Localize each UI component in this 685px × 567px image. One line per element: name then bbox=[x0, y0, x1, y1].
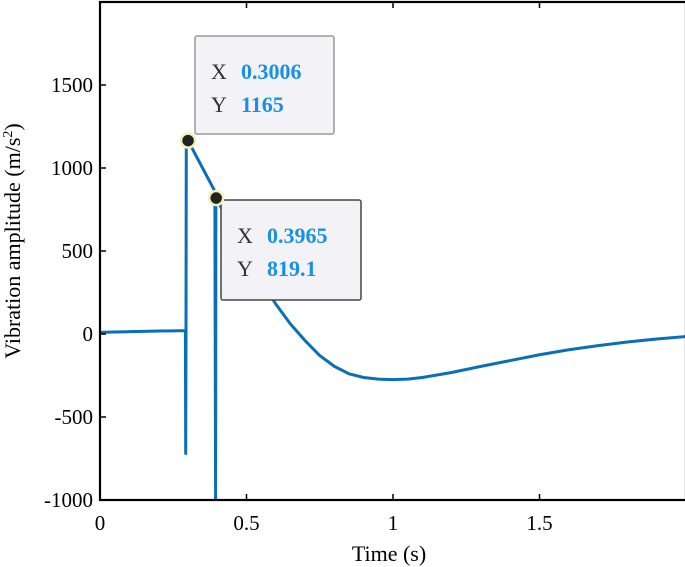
datatip-2[interactable]: X 0.3965 Y 819.1 bbox=[207, 189, 362, 301]
datatip-1-marker[interactable] bbox=[179, 132, 197, 149]
series-line-1 bbox=[100, 139, 685, 500]
x-tick-label: 0 bbox=[95, 511, 106, 535]
datatip-2-box bbox=[220, 199, 362, 301]
y-tick-label: -1000 bbox=[44, 488, 93, 512]
datatip-1-y-value: 1165 bbox=[241, 92, 284, 117]
datatip-2-y-value: 819.1 bbox=[267, 256, 317, 281]
x-tick-label: 1 bbox=[388, 511, 399, 535]
y-axis-label-close: ) bbox=[0, 123, 25, 130]
datatip-2-x-value: 0.3965 bbox=[267, 223, 328, 248]
y-axis-label-text: Vibration amplitude (m/s bbox=[0, 138, 25, 359]
x-tick-label: 0.5 bbox=[233, 511, 259, 535]
datatip-1-x-value: 0.3006 bbox=[241, 59, 302, 84]
y-tick-label: 1500 bbox=[51, 73, 93, 97]
datatip-2-y-key: Y bbox=[237, 256, 253, 281]
datatip-2-marker[interactable] bbox=[207, 189, 225, 207]
y-tick-label: 500 bbox=[62, 239, 94, 263]
x-tick-label: 1.5 bbox=[526, 511, 552, 535]
datatip-2-x-key: X bbox=[237, 223, 253, 248]
datatip-1[interactable]: X 0.3006 Y 1165 bbox=[179, 35, 335, 149]
y-tick-label: 0 bbox=[83, 322, 94, 346]
y-tick-label: 1000 bbox=[51, 156, 93, 180]
datatip-1-x-key: X bbox=[211, 59, 227, 84]
y-axis-label: Vibration amplitude (m/s2) bbox=[0, 123, 25, 358]
y-tick-label: -500 bbox=[55, 405, 94, 429]
datatip-1-box bbox=[194, 35, 335, 135]
y-axis-label-superscript: 2 bbox=[1, 131, 16, 138]
x-axis-label: Time (s) bbox=[352, 541, 426, 566]
datatip-1-y-key: Y bbox=[211, 92, 227, 117]
axes-frame bbox=[98, 0, 685, 502]
